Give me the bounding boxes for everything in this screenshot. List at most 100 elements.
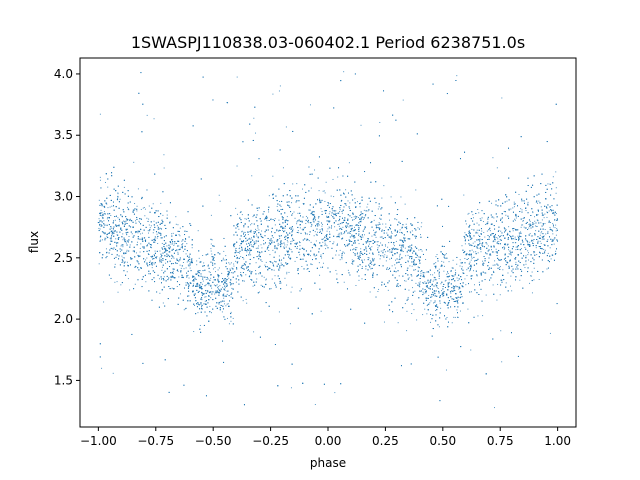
- data-point: [474, 245, 476, 247]
- data-point: [289, 323, 291, 325]
- data-point: [338, 225, 340, 227]
- data-point: [240, 271, 242, 273]
- data-point: [230, 284, 232, 286]
- data-point: [211, 253, 213, 255]
- data-point: [515, 261, 517, 263]
- data-point: [359, 252, 361, 254]
- data-point: [99, 225, 101, 227]
- data-point: [238, 248, 240, 250]
- data-point: [401, 227, 403, 229]
- data-point: [338, 232, 340, 234]
- data-point: [204, 296, 206, 298]
- data-point: [321, 211, 323, 213]
- data-point: [427, 304, 429, 306]
- data-point: [292, 183, 294, 185]
- data-point: [408, 257, 410, 259]
- data-point: [547, 239, 549, 241]
- data-point: [502, 269, 504, 271]
- data-point: [234, 249, 236, 251]
- data-point: [445, 369, 447, 371]
- data-point: [112, 248, 114, 250]
- data-point: [506, 261, 508, 263]
- data-point: [224, 259, 226, 261]
- data-point: [550, 183, 552, 185]
- data-point: [282, 167, 284, 169]
- data-point: [471, 249, 473, 251]
- data-point: [101, 203, 103, 205]
- data-point: [277, 239, 279, 241]
- data-point: [552, 223, 554, 225]
- data-point: [468, 254, 469, 256]
- data-point: [525, 261, 527, 263]
- data-point: [418, 249, 420, 251]
- data-point: [444, 254, 446, 256]
- data-point: [284, 277, 286, 279]
- data-point: [238, 228, 240, 230]
- data-point: [324, 242, 326, 244]
- data-point: [117, 195, 119, 197]
- data-point: [111, 231, 113, 233]
- data-point: [124, 221, 126, 223]
- data-point: [368, 243, 370, 245]
- data-point: [98, 263, 100, 265]
- data-point: [268, 244, 270, 246]
- data-point: [362, 219, 364, 221]
- data-point: [199, 324, 201, 326]
- data-point: [253, 117, 255, 119]
- data-point: [497, 238, 499, 240]
- data-point: [343, 281, 345, 283]
- data-point: [108, 217, 110, 219]
- data-point: [255, 242, 257, 244]
- data-point: [105, 248, 107, 250]
- data-point: [103, 214, 105, 216]
- data-point: [435, 310, 437, 312]
- data-point: [344, 252, 345, 254]
- data-point: [337, 176, 339, 178]
- data-point: [271, 278, 273, 280]
- data-point: [397, 322, 399, 324]
- data-point: [456, 309, 458, 311]
- data-point: [537, 214, 539, 216]
- data-point: [403, 239, 405, 241]
- data-point: [118, 237, 120, 239]
- data-point: [539, 240, 541, 242]
- data-point: [103, 220, 105, 222]
- data-point: [476, 222, 478, 224]
- data-point: [161, 222, 163, 224]
- data-point: [162, 214, 164, 216]
- data-point: [212, 268, 214, 270]
- data-point: [334, 392, 336, 394]
- data-point: [377, 247, 379, 249]
- data-point: [230, 279, 232, 281]
- data-point: [261, 230, 263, 232]
- data-point: [172, 270, 174, 272]
- data-point: [479, 238, 481, 240]
- data-point: [247, 234, 249, 236]
- data-point: [292, 237, 294, 239]
- data-point: [553, 238, 555, 240]
- data-point: [136, 241, 138, 243]
- data-point: [218, 267, 220, 269]
- data-point: [335, 210, 337, 212]
- data-point: [100, 224, 102, 226]
- data-point: [226, 279, 228, 281]
- data-point: [363, 229, 365, 231]
- data-point: [246, 251, 248, 253]
- data-point: [389, 251, 391, 253]
- data-point: [419, 281, 421, 283]
- data-point: [421, 250, 423, 252]
- data-point: [310, 187, 312, 189]
- data-point: [497, 251, 499, 253]
- data-point: [305, 222, 307, 224]
- data-point: [147, 232, 149, 234]
- data-point: [258, 229, 260, 231]
- data-point: [221, 311, 223, 313]
- data-point: [398, 286, 400, 288]
- data-point: [349, 207, 351, 209]
- data-point: [217, 286, 219, 288]
- data-point: [408, 277, 410, 279]
- data-point: [404, 280, 406, 282]
- data-point: [235, 207, 237, 209]
- data-point: [494, 260, 496, 262]
- data-point: [148, 273, 150, 275]
